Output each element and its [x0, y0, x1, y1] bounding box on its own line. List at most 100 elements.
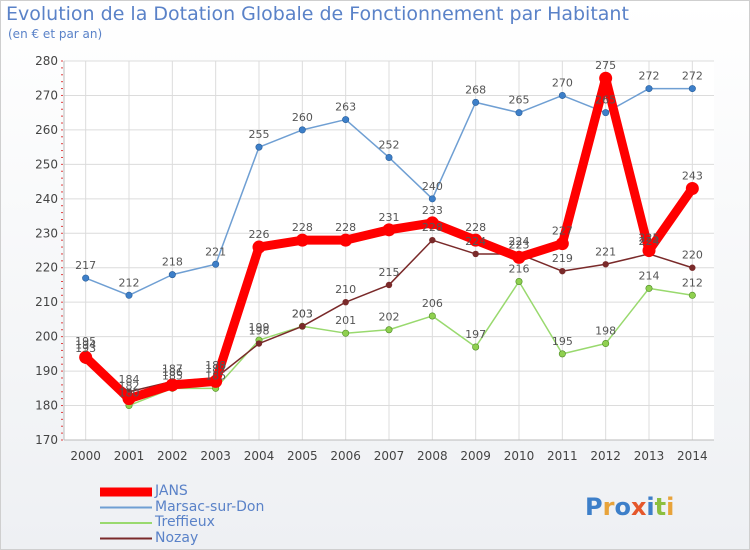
- x-tick-label: 2006: [330, 449, 361, 463]
- data-point: [515, 109, 523, 117]
- data-label: 228: [292, 221, 313, 234]
- chart-subtitle: (en € et par an): [8, 27, 103, 41]
- data-label: 218: [162, 256, 183, 269]
- data-label: 215: [379, 266, 400, 279]
- data-point: [252, 240, 266, 254]
- x-tick-label: 2014: [677, 449, 708, 463]
- legend-label: Treffieux: [155, 514, 215, 530]
- legend-label: Marsac-sur-Don: [155, 498, 265, 515]
- data-point: [688, 85, 696, 93]
- y-tick-label: 250: [35, 157, 58, 171]
- data-label: 228: [335, 221, 356, 234]
- data-label: 233: [422, 204, 443, 217]
- data-label: 221: [205, 245, 226, 258]
- data-point: [688, 291, 696, 299]
- legend-label: JANS: [155, 483, 188, 499]
- data-label: 201: [335, 314, 356, 327]
- data-point: [429, 236, 436, 244]
- x-tick-label: 2013: [634, 449, 665, 463]
- data-point: [382, 223, 396, 237]
- data-label: 185: [205, 369, 226, 382]
- data-label: 203: [292, 307, 313, 320]
- y-tick-label: 230: [35, 226, 58, 240]
- data-label: 212: [682, 276, 703, 289]
- data-label: 224: [465, 235, 486, 248]
- data-point: [602, 261, 609, 268]
- data-point: [472, 98, 480, 106]
- data-point: [685, 181, 699, 195]
- data-label: 186: [162, 366, 183, 379]
- data-point: [255, 143, 263, 151]
- x-tick-label: 2003: [200, 449, 231, 463]
- data-label: 198: [249, 325, 270, 338]
- data-label: 220: [682, 249, 703, 262]
- data-label: 185: [162, 369, 183, 382]
- y-tick-label: 200: [35, 330, 58, 344]
- x-tick-label: 2010: [504, 449, 535, 463]
- x-tick-label: 2008: [417, 449, 448, 463]
- data-point: [515, 278, 523, 286]
- y-tick-label: 260: [35, 123, 58, 137]
- data-label: 193: [75, 342, 96, 355]
- data-label: 270: [552, 76, 573, 89]
- y-tick-label: 220: [35, 261, 58, 275]
- data-point: [342, 298, 349, 306]
- data-label: 252: [379, 138, 400, 151]
- data-label: 214: [639, 269, 660, 282]
- data-point: [645, 284, 653, 292]
- data-point: [385, 326, 393, 334]
- x-tick-label: 2011: [547, 449, 578, 463]
- data-point: [599, 71, 613, 85]
- data-point: [79, 350, 93, 364]
- y-tick-label: 180: [35, 399, 58, 413]
- data-label: 203: [292, 307, 313, 320]
- data-point: [558, 91, 566, 99]
- x-tick-label: 2001: [114, 449, 145, 463]
- x-tick-label: 2004: [244, 449, 275, 463]
- data-label: 224: [639, 235, 660, 248]
- data-point: [212, 260, 220, 268]
- x-tick-label: 2000: [70, 449, 101, 463]
- data-label: 182: [119, 380, 140, 393]
- data-point: [82, 274, 90, 282]
- data-point: [385, 281, 393, 289]
- data-point: [472, 250, 479, 258]
- data-point: [209, 374, 223, 388]
- data-label: 195: [75, 335, 96, 348]
- data-label: 202: [379, 311, 400, 324]
- legend-label: Nozay: [155, 529, 199, 546]
- data-point: [385, 153, 393, 161]
- data-point: [425, 216, 439, 230]
- data-point: [602, 109, 610, 117]
- data-label: 260: [292, 111, 313, 124]
- x-tick-label: 2002: [157, 449, 188, 463]
- data-label: 187: [162, 362, 183, 375]
- y-tick-label: 240: [35, 192, 58, 206]
- data-label: 275: [595, 59, 616, 72]
- data-label: 188: [205, 359, 226, 372]
- data-point: [342, 116, 350, 124]
- data-label: 240: [422, 180, 443, 193]
- data-point: [512, 250, 526, 264]
- data-label: 224: [509, 235, 530, 248]
- data-label: 263: [335, 101, 356, 114]
- data-point: [559, 267, 566, 275]
- data-label: 265: [509, 94, 530, 107]
- y-tick-label: 270: [35, 88, 58, 102]
- x-tick-label: 2009: [460, 449, 491, 463]
- data-label: 217: [75, 259, 96, 272]
- data-label: 243: [682, 169, 703, 182]
- data-point: [168, 271, 176, 279]
- data-point: [298, 126, 306, 134]
- data-label: 221: [595, 245, 616, 258]
- data-label: 184: [119, 373, 140, 386]
- x-tick-label: 2012: [590, 449, 621, 463]
- data-point: [602, 340, 610, 348]
- data-label: 228: [465, 221, 486, 234]
- data-label: 216: [509, 263, 530, 276]
- data-label: 272: [639, 70, 660, 83]
- data-point: [555, 237, 569, 251]
- data-point: [339, 233, 353, 247]
- data-point: [469, 233, 483, 247]
